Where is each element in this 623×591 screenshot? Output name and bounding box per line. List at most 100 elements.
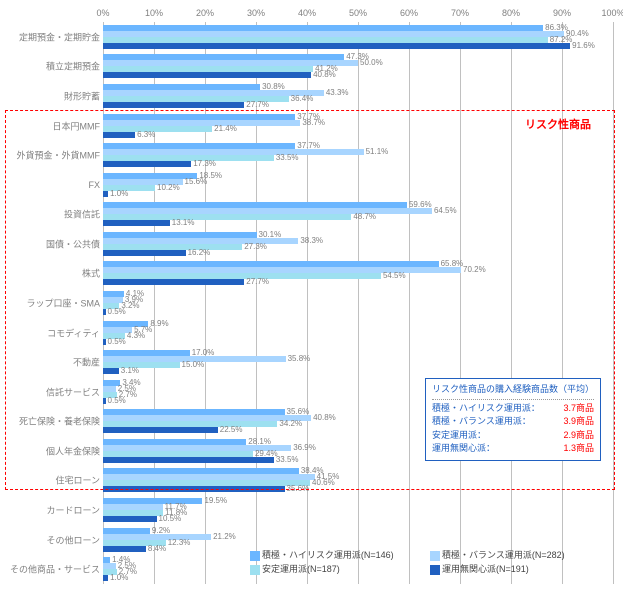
legend-text: 積極・バランス運用派(N=282) (442, 550, 565, 560)
info-box-title: リスク性商品の購入経験商品数（平均） (432, 383, 594, 400)
x-axis-tick-label: 80% (502, 8, 520, 18)
legend-text: 運用無関心派(N=191) (442, 564, 529, 574)
bar-value-label: 35.8% (288, 354, 311, 363)
legend-item: 積極・バランス運用派(N=282) (430, 548, 565, 561)
legend-swatch (250, 565, 260, 575)
category-label: 積立定期預金 (0, 60, 100, 73)
bar (103, 72, 311, 78)
bar-group: 19.5%11.7%11.8%10.5% (103, 495, 613, 525)
bar-value-label: 16.2% (188, 248, 211, 257)
bar-value-label: 6.3% (137, 130, 155, 139)
bar (103, 161, 191, 167)
bar-value-label: 54.5% (383, 271, 406, 280)
bar-value-label: 21.4% (214, 124, 237, 133)
info-box-row: 安定運用派：2.9商品 (432, 429, 594, 443)
bar-value-label: 40.8% (313, 70, 336, 79)
category-label: その他ローン (0, 533, 100, 546)
info-row-key: 積極・ハイリスク運用派： (432, 402, 540, 416)
bar (103, 279, 244, 285)
bar (103, 427, 218, 433)
bar (103, 457, 274, 463)
bar-value-label: 38.7% (302, 118, 325, 127)
bar-value-label: 1.0% (110, 573, 128, 582)
info-row-value: 3.7商品 (564, 402, 595, 416)
category-label: 投資信託 (0, 208, 100, 221)
category-row: 不動産17.0%35.8%15.0%3.1% (0, 347, 623, 377)
bar-value-label: 64.5% (434, 206, 457, 215)
bar-group: 8.9%5.7%4.3%0.5% (103, 318, 613, 348)
x-axis-tick-label: 20% (196, 8, 214, 18)
bar-value-label: 51.1% (366, 147, 389, 156)
risk-products-label: リスク性商品 (525, 116, 591, 132)
bar-value-label: 36.9% (293, 443, 316, 452)
bar-value-label: 33.5% (276, 153, 299, 162)
x-axis-tick-label: 40% (298, 8, 316, 18)
x-axis-tick-label: 0% (96, 8, 109, 18)
info-row-value: 3.9商品 (564, 415, 595, 429)
bar-value-label: 40.6% (312, 478, 335, 487)
bar-group: 37.7%51.1%33.5%17.3% (103, 140, 613, 170)
chart-container: 0%10%20%30%40%50%60%70%80%90%100% 定期預金・定… (0, 0, 623, 591)
category-label: カードローン (0, 504, 100, 517)
bar-value-label: 70.2% (463, 265, 486, 274)
category-label: ラップ口座・SMA (0, 296, 100, 309)
bar-group: 59.6%64.5%48.7%13.1% (103, 199, 613, 229)
bar-value-label: 50.0% (360, 58, 383, 67)
bar-value-label: 27.7% (246, 100, 269, 109)
category-label: 株式 (0, 267, 100, 280)
category-row: 財形貯蓄30.8%43.3%36.4%27.7% (0, 81, 623, 111)
bar (103, 102, 244, 108)
category-label: 日本円MMF (0, 119, 100, 132)
bar-value-label: 0.5% (108, 337, 126, 346)
bar-group: 18.5%15.6%10.2%1.0% (103, 170, 613, 200)
category-row: FX18.5%15.6%10.2%1.0% (0, 170, 623, 200)
category-row: 投資信託59.6%64.5%48.7%13.1% (0, 199, 623, 229)
bar-value-label: 8.9% (150, 319, 168, 328)
legend-item: 運用無関心派(N=191) (430, 562, 529, 575)
bar (103, 309, 106, 315)
bar-group: 30.1%38.3%27.3%16.2% (103, 229, 613, 259)
bar-value-label: 48.7% (353, 212, 376, 221)
bar-group: 4.1%3.9%3.2%0.5% (103, 288, 613, 318)
category-label: 国債・公共債 (0, 237, 100, 250)
bar-value-label: 1.0% (110, 189, 128, 198)
category-label: 財形貯蓄 (0, 89, 100, 102)
bar (103, 220, 170, 226)
x-axis-tick-label: 100% (601, 8, 623, 18)
bar-value-label: 8.4% (148, 544, 166, 553)
category-label: FX (0, 180, 100, 190)
category-label: 定期預金・定期貯金 (0, 30, 100, 43)
category-row: ラップ口座・SMA4.1%3.9%3.2%0.5% (0, 288, 623, 318)
bar-value-label: 12.3% (168, 538, 191, 547)
bar (103, 546, 146, 552)
category-label: 個人年金保険 (0, 444, 100, 457)
bar-value-label: 27.7% (246, 277, 269, 286)
info-row-key: 積極・バランス運用派： (432, 415, 531, 429)
bar-group: 47.3%50.0%41.2%40.8% (103, 52, 613, 82)
bar (103, 398, 106, 404)
bar-value-label: 91.6% (572, 41, 595, 50)
category-row: 株式65.8%70.2%54.5%27.7% (0, 259, 623, 289)
bar-value-label: 22.5% (220, 425, 243, 434)
category-label: その他商品・サービス (0, 563, 100, 576)
x-axis-tick-label: 10% (145, 8, 163, 18)
legend-item: 積極・ハイリスク運用派(N=146) (250, 548, 394, 561)
bar (103, 575, 108, 581)
category-row: 積立定期預金47.3%50.0%41.2%40.8% (0, 52, 623, 82)
bar-value-label: 10.2% (157, 183, 180, 192)
bar-value-label: 27.3% (244, 242, 267, 251)
category-label: 外貨預金・外貨MMF (0, 149, 100, 162)
bar-value-label: 21.2% (213, 532, 236, 541)
info-row-key: 運用無関心派： (432, 442, 495, 456)
bar-value-label: 3.1% (121, 366, 139, 375)
bar-value-label: 0.5% (108, 396, 126, 405)
category-label: コモディティ (0, 326, 100, 339)
bar (103, 43, 570, 49)
bar-value-label: 10.5% (159, 514, 182, 523)
x-axis-tick-label: 30% (247, 8, 265, 18)
category-label: 死亡保険・養老保険 (0, 415, 100, 428)
legend-swatch (430, 551, 440, 561)
bar (103, 132, 135, 138)
category-row: 国債・公共債30.1%38.3%27.3%16.2% (0, 229, 623, 259)
info-row-key: 安定運用派： (432, 429, 486, 443)
